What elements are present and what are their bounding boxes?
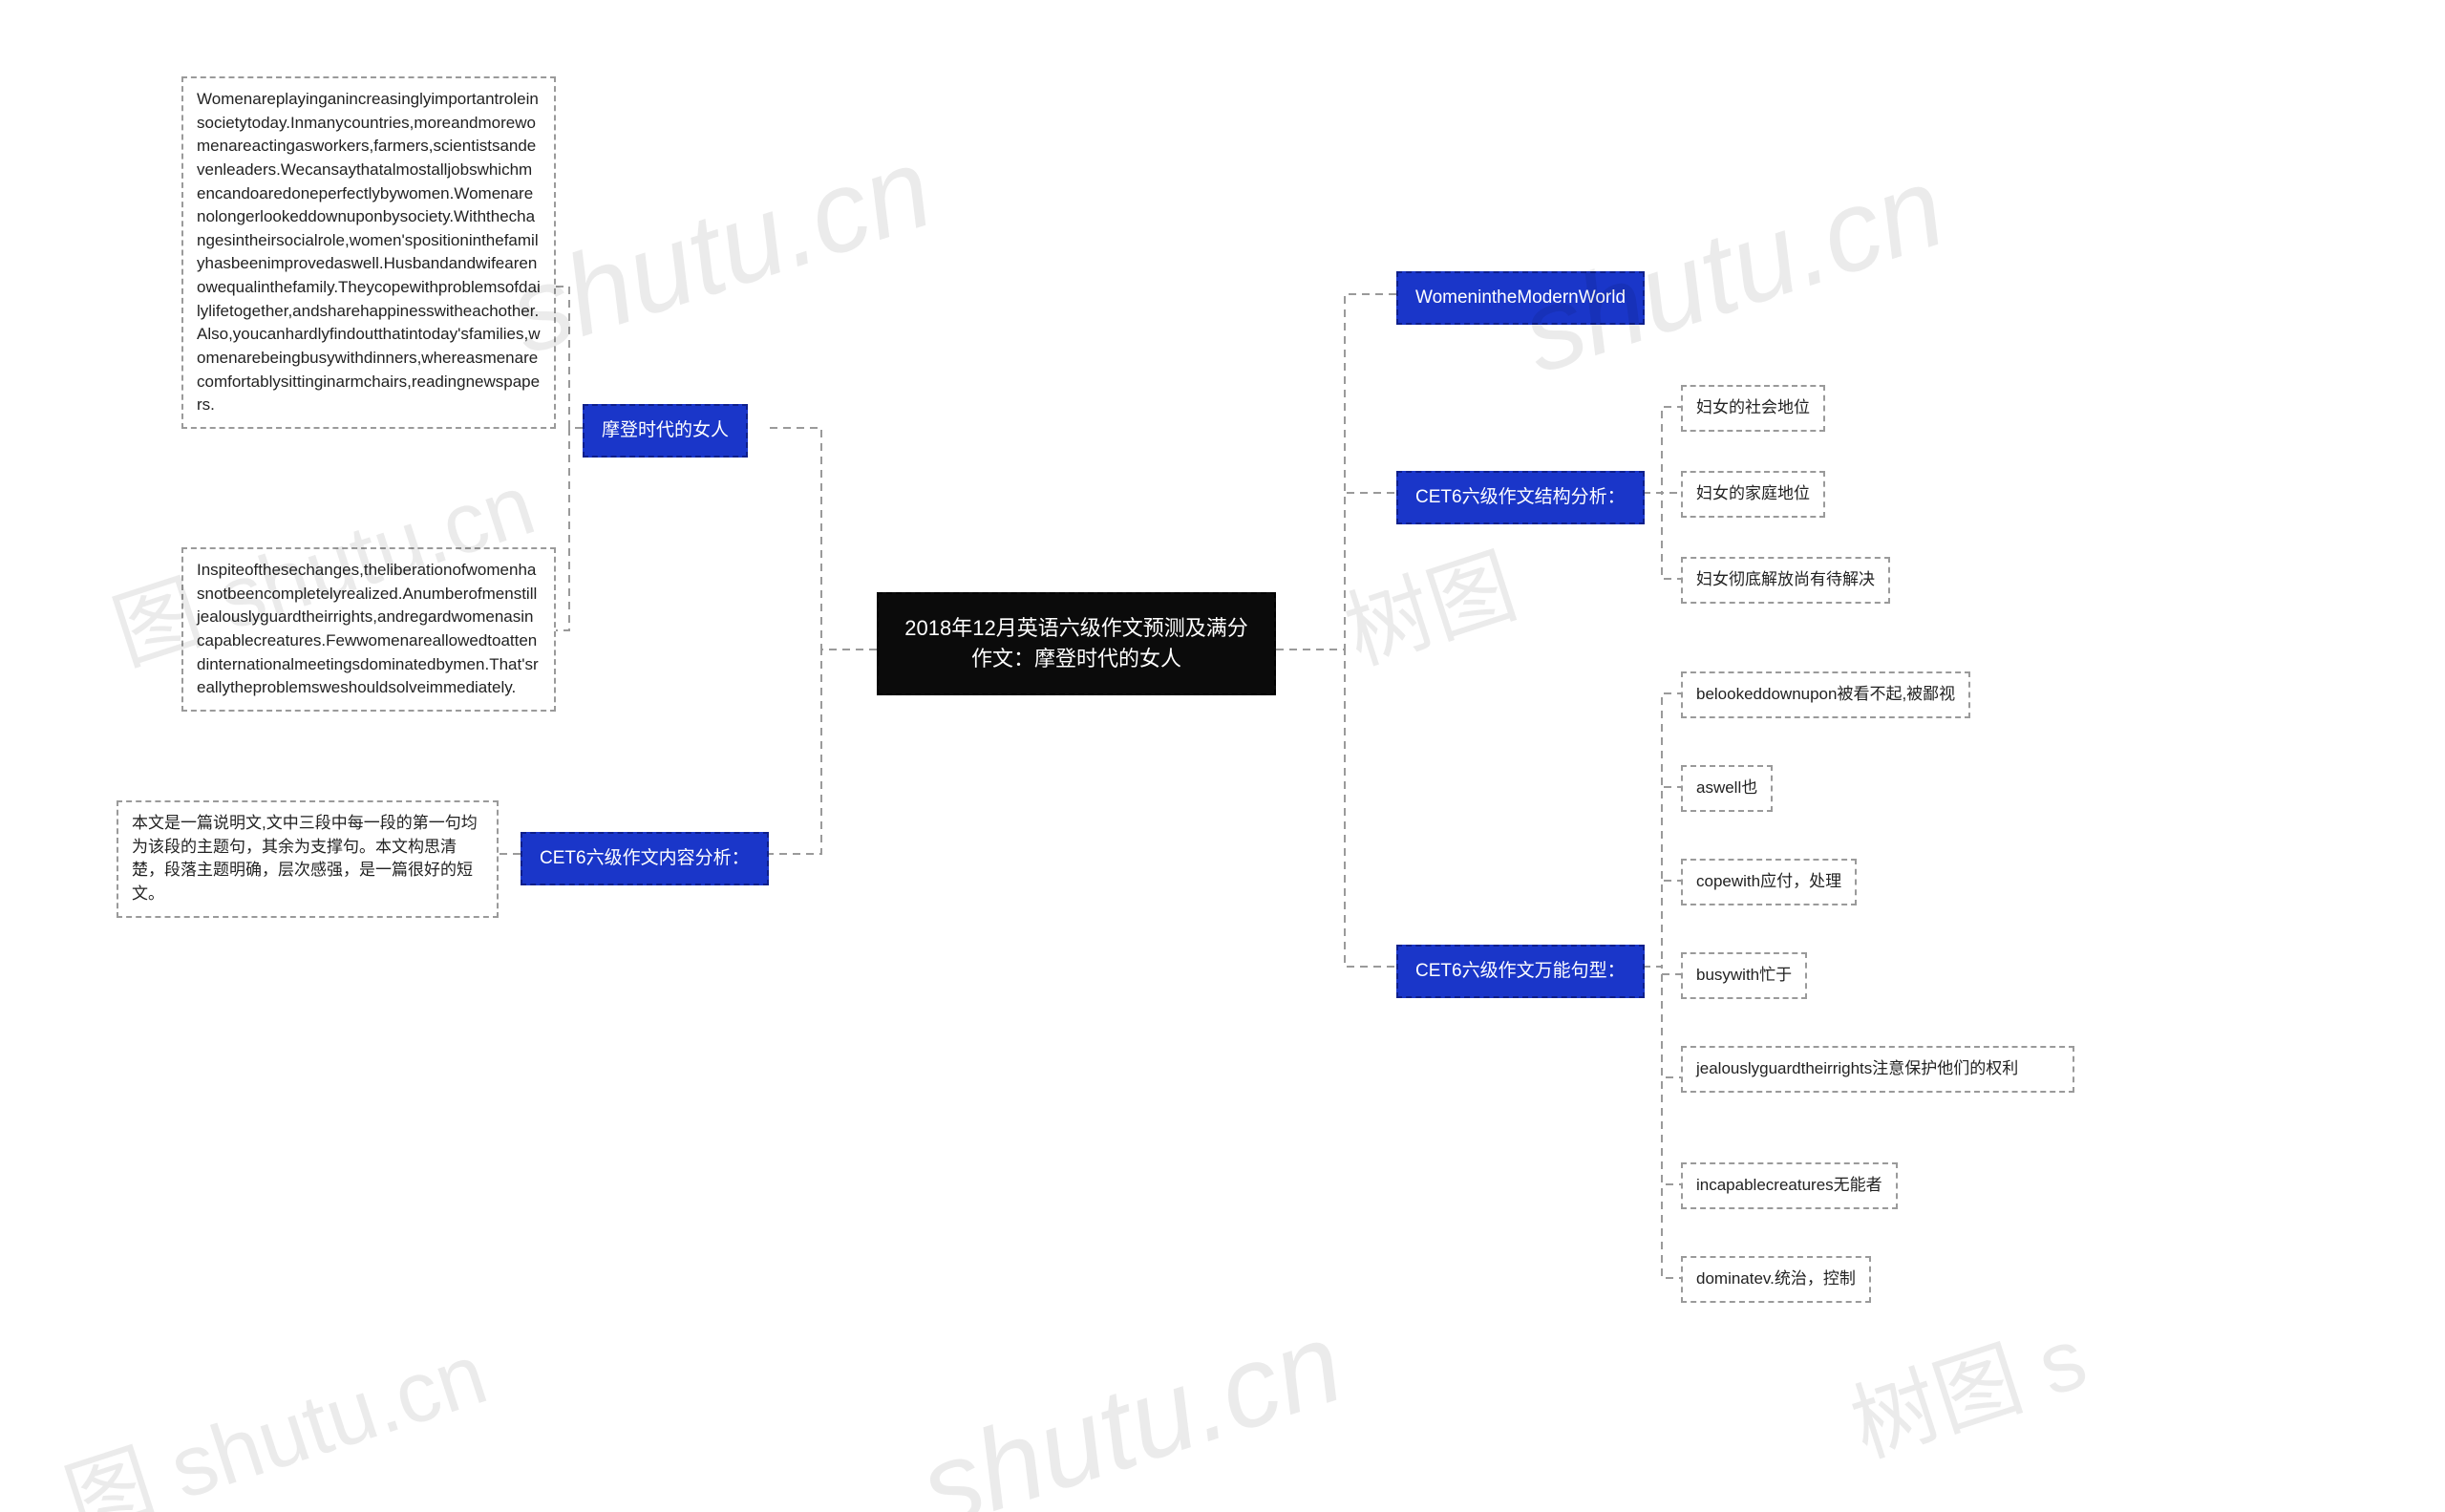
leaf-structure-3: 妇女彻底解放尚有待解决 <box>1681 557 1890 604</box>
leaf-phrase-3: copewith应付，处理 <box>1681 859 1857 905</box>
leaf-phrase-7: dominatev.统治，控制 <box>1681 1256 1871 1303</box>
branch-left-content[interactable]: CET6六级作文内容分析： <box>521 832 769 885</box>
leaf-text: 妇女的家庭地位 <box>1696 484 1810 502</box>
leaf-content-analysis: 本文是一篇说明文,文中三段中每一段的第一句均为该段的主题句，其余为支撑句。本文构… <box>117 800 499 918</box>
leaf-essay-p1: Womenareplayinganincreasinglyimportantro… <box>181 76 556 429</box>
leaf-phrase-5: jealouslyguardtheirrights注意保护他们的权利 <box>1681 1046 2074 1093</box>
branch-right-sentences[interactable]: CET6六级作文万能句型： <box>1396 945 1645 998</box>
root-node[interactable]: 2018年12月英语六级作文预测及满分作文：摩登时代的女人 <box>877 592 1276 695</box>
leaf-text: jealouslyguardtheirrights注意保护他们的权利 <box>1696 1059 2018 1077</box>
watermark: 图 shutu.cn <box>48 1305 500 1512</box>
branch-label: 摩登时代的女人 <box>602 420 729 440</box>
leaf-text: Womenareplayinganincreasinglyimportantro… <box>197 90 541 414</box>
watermark: shutu.cn <box>494 121 946 380</box>
leaf-text: aswell也 <box>1696 778 1757 797</box>
leaf-phrase-1: belookeddownupon被看不起,被鄙视 <box>1681 671 1970 718</box>
root-text: 2018年12月英语六级作文预测及满分作文：摩登时代的女人 <box>904 616 1247 671</box>
leaf-phrase-6: incapablecreatures无能者 <box>1681 1162 1898 1209</box>
leaf-text: copewith应付，处理 <box>1696 872 1841 890</box>
leaf-text: dominatev.统治，控制 <box>1696 1269 1856 1288</box>
watermark: 树图 <box>1328 517 1529 688</box>
branch-label: WomenintheModernWorld <box>1415 287 1626 308</box>
leaf-text: 妇女的社会地位 <box>1696 398 1810 416</box>
leaf-text: busywith忙于 <box>1696 966 1792 984</box>
leaf-phrase-4: busywith忙于 <box>1681 952 1807 999</box>
branch-left-title[interactable]: 摩登时代的女人 <box>583 404 748 458</box>
branch-right-english-title[interactable]: WomenintheModernWorld <box>1396 271 1645 325</box>
branch-right-structure[interactable]: CET6六级作文结构分析： <box>1396 471 1645 524</box>
watermark: shutu.cn <box>904 1296 1357 1512</box>
leaf-essay-p2: Inspiteofthesechanges,theliberationofwom… <box>181 547 556 712</box>
leaf-structure-2: 妇女的家庭地位 <box>1681 471 1825 518</box>
leaf-phrase-2: aswell也 <box>1681 765 1773 812</box>
branch-label: CET6六级作文万能句型： <box>1415 961 1626 981</box>
branch-label: CET6六级作文内容分析： <box>540 848 750 868</box>
leaf-text: belookeddownupon被看不起,被鄙视 <box>1696 685 1955 703</box>
leaf-text: 本文是一篇说明文,文中三段中每一段的第一句均为该段的主题句，其余为支撑句。本文构… <box>132 814 478 903</box>
watermark: shutu.cn <box>1506 140 1959 399</box>
leaf-text: 妇女彻底解放尚有待解决 <box>1696 570 1875 588</box>
leaf-structure-1: 妇女的社会地位 <box>1681 385 1825 432</box>
leaf-text: Inspiteofthesechanges,theliberationofwom… <box>197 561 539 696</box>
leaf-text: incapablecreatures无能者 <box>1696 1176 1882 1194</box>
watermark: 树图 s <box>1834 1288 2099 1480</box>
branch-label: CET6六级作文结构分析： <box>1415 487 1626 507</box>
